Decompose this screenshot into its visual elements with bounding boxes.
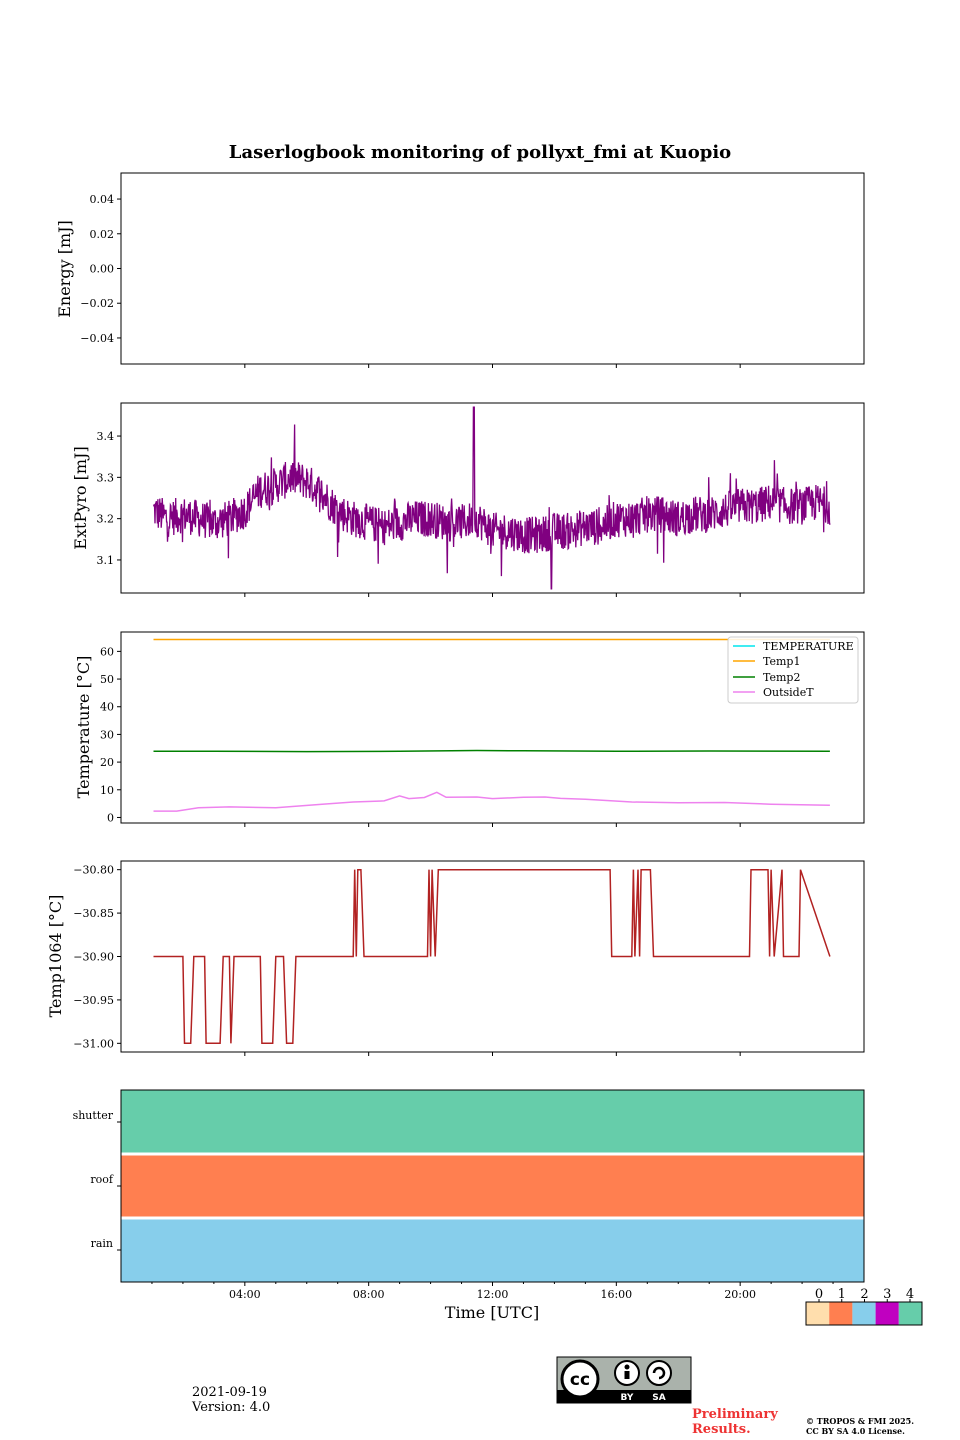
temperature-x-ticks [244, 823, 741, 827]
copyright-line-2: CC BY SA 4.0 License. [806, 1426, 905, 1436]
preliminary-line-2: Results. [692, 1422, 751, 1437]
status-row-shutter [121, 1090, 864, 1153]
x-tick-label: 08:00 [353, 1288, 385, 1301]
row-label-rain: rain [91, 1237, 113, 1250]
energy-x-ticks [244, 364, 741, 368]
temperature-y-ticks: 0 10 20 30 40 50 60 [100, 645, 121, 824]
colorbar-cell-3 [875, 1302, 899, 1325]
y-tick-label: 20 [100, 756, 114, 769]
y-tick-label: 0 [107, 811, 114, 824]
temperature-y-label: Temperature [°C] [74, 656, 93, 799]
colorbar-tick-label: 0 [815, 1287, 823, 1302]
cc-license-badge: cc BY SA [556, 1356, 692, 1404]
extpyro-series [152, 406, 831, 590]
sa-icon-arrow [652, 1366, 666, 1380]
badge-by-label: BY [621, 1393, 634, 1403]
time-x-ticks: 04:00 08:00 12:00 16:00 20:00 [151, 1282, 834, 1301]
legend-label-temp1: Temp1 [763, 655, 800, 668]
extpyro-x-ticks [244, 593, 741, 597]
y-tick-label: 60 [100, 645, 114, 658]
x-tick-label: 04:00 [229, 1288, 261, 1301]
temp1064-x-ticks [244, 1052, 741, 1056]
temp1064-line [153, 868, 831, 1045]
y-tick-label: 40 [100, 701, 114, 714]
row-label-shutter: shutter [73, 1109, 114, 1122]
x-tick-label: 16:00 [600, 1288, 632, 1301]
temp1064-panel: −31.00 −30.95 −30.90 −30.85 −30.80 Temp1064 … [46, 860, 865, 1056]
sa-icon [646, 1360, 672, 1386]
y-tick-label: −30.90 [73, 951, 114, 964]
status-row-roof [121, 1155, 864, 1217]
energy-y-label: Energy [mJ] [55, 220, 74, 318]
temperature-series [153, 638, 830, 812]
colorbar-cell-0 [806, 1302, 830, 1325]
y-tick-label: 0.04 [90, 193, 115, 206]
legend-box [727, 636, 859, 704]
y-tick-label: 0.00 [90, 263, 115, 276]
footer-version: Version: 4.0 [191, 1400, 270, 1415]
temperature-line-temp2 [153, 749, 830, 753]
y-tick-label: 0.02 [90, 228, 115, 241]
temp1064-plot-area [120, 860, 865, 1053]
temperature-panel: 0 10 20 30 40 50 60 Temperature [°C] TEMPERATU… [74, 631, 865, 827]
status-row-labels: shutter roof rain [73, 1109, 121, 1251]
colorbar-cell-2 [852, 1302, 876, 1325]
by-icon-body [624, 1371, 630, 1379]
y-tick-label: −31.00 [73, 1037, 114, 1050]
temp1064-series [153, 868, 831, 1045]
energy-y-ticks: −0.04 −0.02 0.00 0.02 0.04 [80, 193, 121, 345]
temp1064-y-ticks: −31.00 −30.95 −30.90 −30.85 −30.80 [73, 864, 121, 1050]
temperature-legend: TEMPERATURE Temp1 Temp2 OutsideT [727, 636, 859, 704]
y-tick-label: 3.2 [97, 513, 115, 526]
x-tick-label: 12:00 [477, 1288, 509, 1301]
extpyro-y-label: ExtPyro [mJ] [71, 446, 90, 549]
status-panel: shutter roof rain 04:00 08:00 12:00 16:00 20:0… [73, 1089, 865, 1322]
footer-date: 2021-09-19 [192, 1385, 267, 1400]
chart-title: Laserlogbook monitoring of pollyxt_fmi a… [229, 142, 731, 163]
cc-icon-text: cc [570, 1370, 590, 1390]
y-tick-label: −30.85 [73, 907, 114, 920]
by-icon-head [624, 1364, 630, 1370]
y-tick-label: 3.1 [97, 554, 115, 567]
extpyro-plot-area [120, 402, 865, 594]
colorbar-frame [805, 1301, 923, 1326]
colorbar-cell-1 [829, 1302, 853, 1325]
extpyro-y-ticks: 3.1 3.2 3.3 3.4 [97, 430, 121, 567]
y-tick-label: −0.02 [80, 297, 114, 310]
preliminary-line-1: Preliminary [692, 1407, 778, 1422]
row-label-roof: roof [90, 1173, 114, 1186]
legend-label-temperature: TEMPERATURE [763, 640, 854, 653]
y-tick-label: −30.95 [73, 994, 114, 1007]
y-tick-label: −30.80 [73, 864, 114, 877]
x-axis-label: Time [UTC] [445, 1303, 539, 1322]
status-rows [121, 1090, 864, 1282]
colorbar-tick-label: 1 [838, 1287, 846, 1302]
colorbar-tick-label: 2 [860, 1287, 868, 1302]
cc-icon [560, 1359, 600, 1399]
copyright-line-1: © TROPOS & FMI 2025. [806, 1416, 914, 1426]
temp1064-y-label: Temp1064 [°C] [46, 895, 65, 1018]
legend-label-outsidet: OutsideT [763, 686, 814, 699]
y-tick-label: 3.3 [97, 471, 115, 484]
y-tick-label: −0.04 [80, 332, 114, 345]
y-tick-label: 50 [100, 673, 114, 686]
extpyro-line [152, 406, 831, 590]
x-tick-label: 20:00 [724, 1288, 756, 1301]
colorbar-cell-4 [898, 1302, 922, 1325]
colorbar-tick-label: 3 [883, 1287, 891, 1302]
energy-plot-area [120, 172, 865, 365]
y-tick-label: 30 [100, 728, 114, 741]
extpyro-panel: 3.1 3.2 3.3 3.4 ExtPyro [mJ] [71, 402, 865, 597]
y-tick-label: 3.4 [97, 430, 115, 443]
temperature-line-outsidet [153, 791, 830, 812]
colorbar-tick-label: 4 [906, 1287, 914, 1302]
badge-sa-label: SA [652, 1393, 665, 1403]
legend-label-temp2: Temp2 [763, 671, 800, 684]
status-row-rain [121, 1219, 864, 1282]
energy-panel: −0.04 −0.02 0.00 0.02 0.04 Energy [mJ] [55, 172, 865, 368]
y-tick-label: 10 [100, 784, 114, 797]
